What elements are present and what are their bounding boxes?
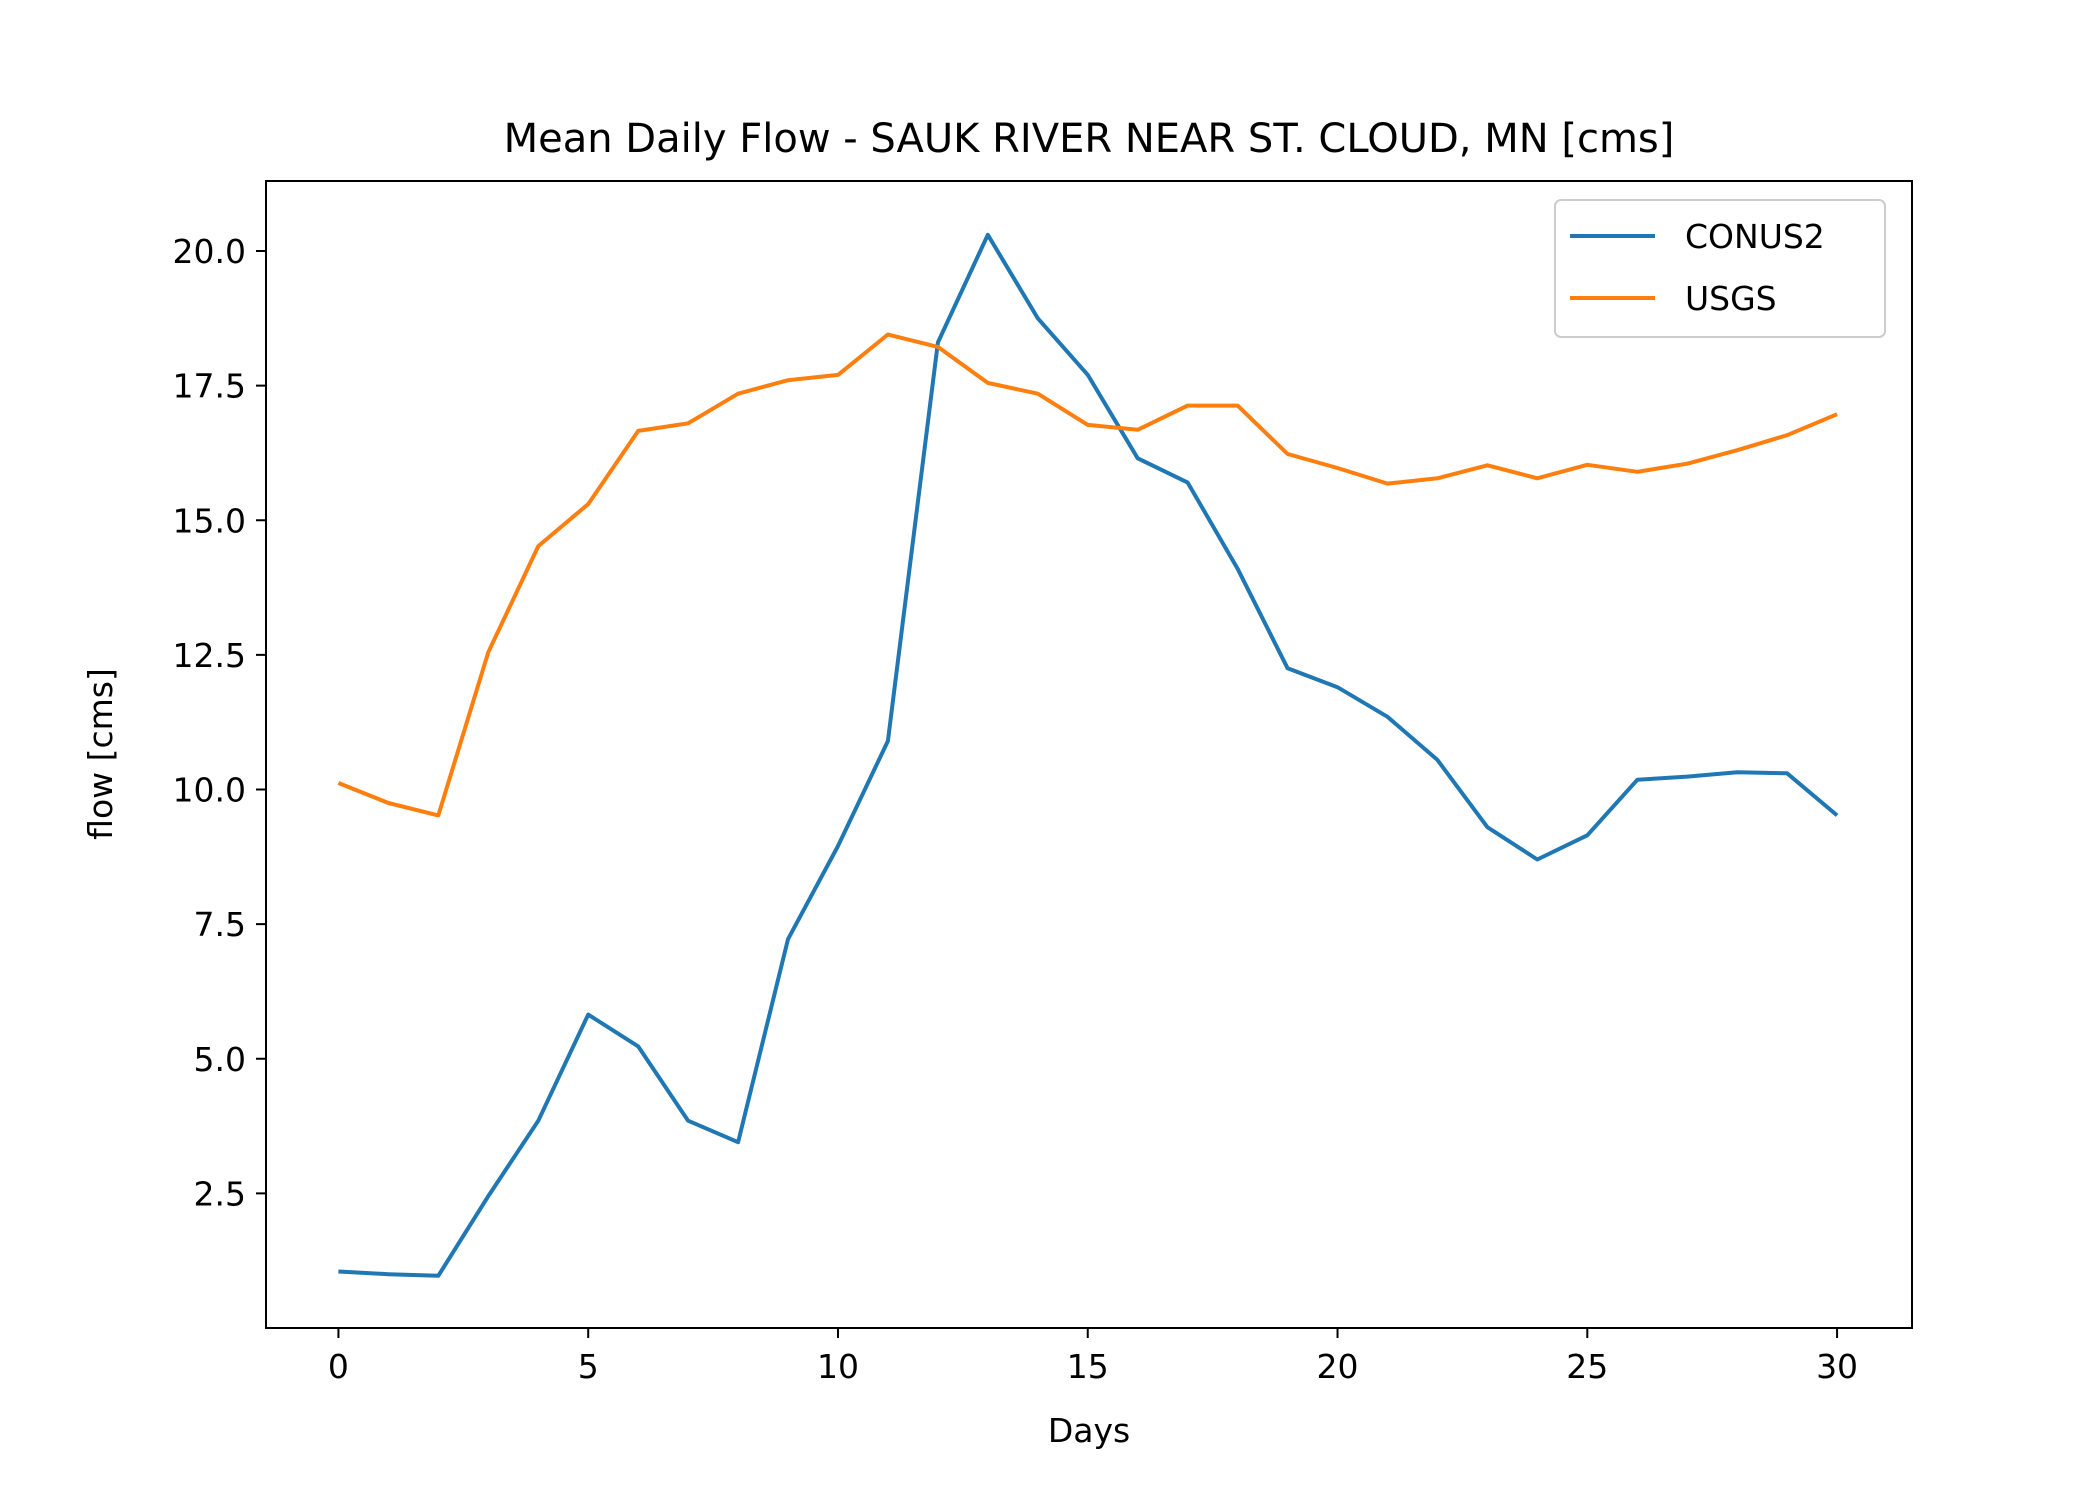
y-axis-title: flow [cms] [81, 668, 120, 840]
legend-label-conus2: CONUS2 [1685, 217, 1825, 256]
y-tick-label: 12.5 [173, 636, 246, 675]
y-tick-label: 10.0 [173, 771, 246, 810]
x-tick-label: 5 [578, 1347, 599, 1386]
y-tick-label: 2.5 [194, 1174, 246, 1213]
legend-label-usgs: USGS [1685, 279, 1777, 318]
series-line-usgs [337, 332, 1838, 818]
x-tick-label: 30 [1816, 1347, 1858, 1386]
y-tick-label: 15.0 [173, 501, 246, 540]
y-tick-label: 20.0 [173, 232, 246, 271]
x-tick-label: 20 [1317, 1347, 1359, 1386]
plot-marks: 0 5 10 15 20 25 30 2.5 5.0 7.5 10.0 12.5 15.0 17.5 20.… [173, 232, 1859, 1386]
series-line-conus2 [338, 232, 1839, 1278]
y-tick-label: 7.5 [194, 905, 246, 944]
legend: CONUS2 USGS [1554, 199, 1886, 338]
x-tick-label: 10 [817, 1347, 859, 1386]
x-tick-label: 15 [1067, 1347, 1109, 1386]
plot-frame [265, 180, 1913, 1329]
chart-title: Mean Daily Flow - SAUK RIVER NEAR ST. CL… [504, 116, 1675, 162]
y-tick-label: 17.5 [173, 367, 246, 406]
x-tick-label: 0 [328, 1347, 349, 1386]
x-axis-title: Days [1048, 1411, 1130, 1450]
y-tick-label: 5.0 [194, 1040, 246, 1079]
x-tick-label: 25 [1566, 1347, 1608, 1386]
